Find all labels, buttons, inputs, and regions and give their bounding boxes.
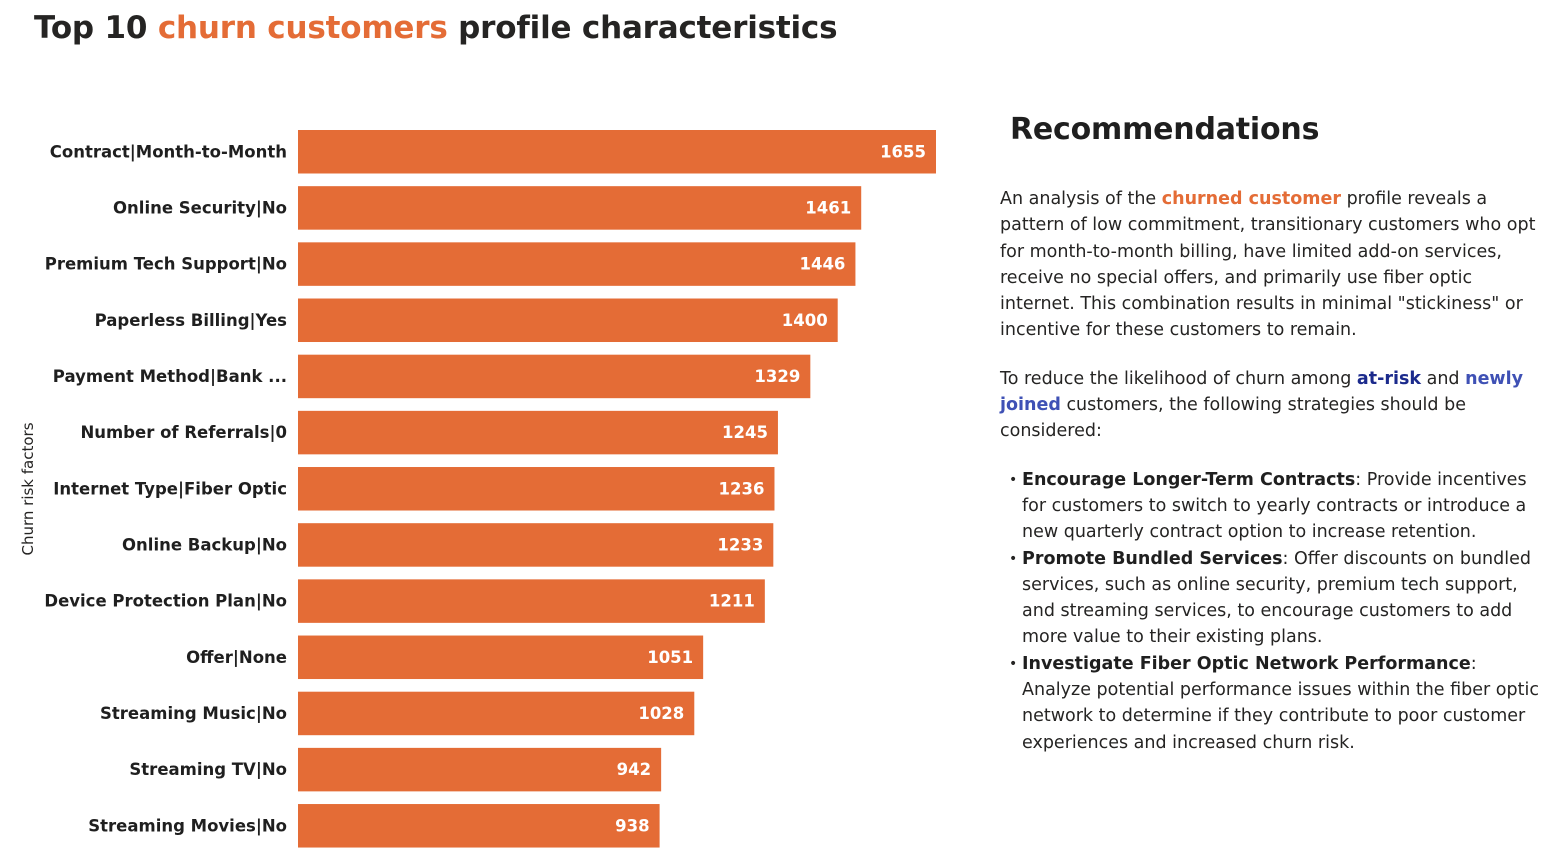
data-label: 1400 [782, 311, 828, 330]
title-suffix: profile characteristics [447, 10, 838, 46]
p1-text-b: profile reveals a pattern of low commitm… [1000, 189, 1536, 341]
category-label: Online Backup|No [122, 535, 287, 555]
category-label: Paperless Billing|Yes [95, 311, 288, 331]
data-label: 942 [617, 760, 651, 779]
data-label: 1446 [799, 255, 845, 274]
data-label: 1245 [722, 423, 768, 442]
bullet-title: Investigate Fiber Optic Network Performa… [1022, 653, 1471, 674]
category-label: Premium Tech Support|No [45, 255, 287, 275]
recommendations-heading: Recommendations [1010, 112, 1320, 147]
bar [298, 579, 765, 623]
bullet-text: : Provide incentives for customers to sw… [1022, 469, 1527, 543]
bar [298, 747, 662, 792]
bar [298, 635, 704, 680]
bar-chart: Contract|Month-to-Month 1655 Online Securi… [44, 130, 936, 848]
category-label: Streaming Movies|No [88, 816, 287, 836]
bar [298, 523, 774, 567]
p2-highlight-newly-joined: newly joined [1000, 368, 1524, 416]
list-item: Investigate Fiber Optic Network Performa… [1009, 651, 1545, 756]
bar [298, 354, 811, 399]
bar [298, 467, 775, 511]
bar [298, 298, 838, 343]
page-title: Top 10 churn customers profile character… [34, 10, 838, 46]
p2-highlight-at-risk: at-risk [1356, 368, 1422, 389]
data-label: 1236 [719, 479, 765, 498]
category-label: Online Security|No [113, 198, 287, 218]
analysis-paragraph: An analysis of the churned customer prof… [1000, 186, 1545, 344]
data-label: 1211 [709, 592, 755, 611]
list-item: Promote Bundled Services: Offer discount… [1009, 546, 1545, 651]
bullet-text: : Offer discounts on bundled services, s… [1022, 548, 1531, 648]
p2-text-b: and [1421, 368, 1466, 389]
bar [298, 242, 856, 286]
list-item: Encourage Longer-Term Contracts: Provide… [1009, 467, 1545, 546]
category-label: Streaming Music|No [100, 704, 287, 724]
strategy-list: Encourage Longer-Term Contracts: Provide… [1000, 467, 1545, 756]
category-label: Streaming TV|No [129, 760, 287, 780]
bar [298, 186, 862, 230]
category-label: Device Protection Plan|No [44, 592, 287, 612]
data-label: 1329 [754, 367, 800, 386]
data-label: 1655 [880, 142, 926, 161]
bullet-title: Encourage Longer-Term Contracts [1022, 469, 1356, 490]
title-prefix: Top 10 [34, 10, 158, 46]
data-label: 938 [615, 816, 649, 835]
bullet-title: Promote Bundled Services [1022, 548, 1283, 569]
data-label: 1051 [647, 648, 693, 667]
p1-text-a: An analysis of the [1000, 189, 1162, 209]
data-label: 1461 [805, 198, 851, 217]
recommendations-panel: Recommendations An analysis of the churn… [1000, 112, 1545, 756]
category-label: Offer|None [186, 648, 287, 668]
p1-highlight: churned customer [1161, 189, 1342, 209]
category-label: Contract|Month-to-Month [50, 142, 287, 162]
data-label: 1233 [717, 535, 763, 554]
data-label: 1028 [638, 704, 684, 723]
strategy-intro-paragraph: To reduce the likelihood of churn among … [1000, 366, 1545, 445]
bar [298, 691, 695, 736]
p2-text-c: customers, the following strategies shou… [1000, 395, 1466, 442]
p2-text-a: To reduce the likelihood of churn among [1000, 368, 1357, 389]
bar [298, 804, 660, 848]
category-label: Payment Method|Bank ... [53, 367, 287, 387]
bullet-text: : Analyze potential performance issues w… [1022, 653, 1539, 753]
category-label: Number of Referrals|0 [80, 423, 287, 443]
title-highlight: churn customers [157, 10, 448, 46]
bar [298, 130, 936, 174]
bar [298, 410, 778, 455]
category-label: Internet Type|Fiber Optic [53, 479, 287, 499]
